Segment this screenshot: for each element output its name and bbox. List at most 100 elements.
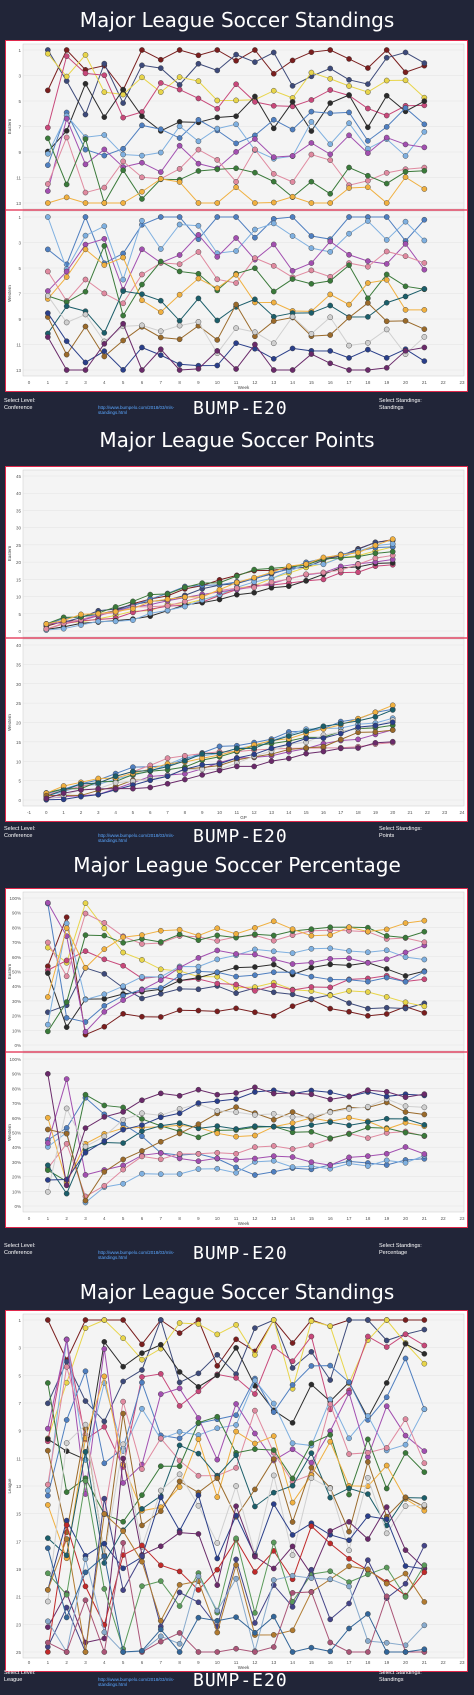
team-marker (289, 1572, 296, 1579)
x-tick-label: 7 (160, 1660, 163, 1665)
x-tick-label: 8 (178, 1216, 181, 1221)
team-marker (120, 983, 126, 989)
team-marker (421, 1599, 428, 1605)
team-marker (101, 243, 108, 249)
source-link[interactable]: http://www.bumpelo.com/2018/03/mls-stand… (98, 405, 175, 415)
team-marker (421, 939, 428, 946)
team-marker (176, 1369, 183, 1375)
y-tick-label: 20% (12, 1175, 21, 1180)
team-marker (120, 1180, 126, 1187)
team-marker (164, 755, 171, 762)
team-marker (383, 1394, 390, 1401)
select-level-value[interactable]: Conference (4, 405, 33, 411)
select-level-value[interactable]: Conference (4, 833, 33, 839)
select-standings-value[interactable]: Points (379, 833, 395, 839)
team-marker (120, 86, 126, 93)
source-link[interactable]: http://www.bumpelo.com/2018/03/mls-stand… (98, 833, 175, 843)
team-marker (176, 142, 183, 149)
team-marker (78, 611, 84, 618)
y-tick-label: 3 (18, 241, 21, 246)
team-marker (157, 1638, 164, 1645)
team-marker (252, 341, 258, 348)
team-marker (421, 1151, 428, 1157)
x-tick-label: 23 (459, 380, 465, 385)
team-marker (289, 193, 296, 200)
team-marker (157, 939, 164, 945)
select-standings-value[interactable]: Standings (379, 1677, 404, 1683)
team-marker (214, 1582, 221, 1588)
team-marker (233, 1465, 239, 1471)
team-marker (233, 1422, 239, 1428)
x-tick-label: 1 (47, 380, 50, 385)
chart-title: Major League Soccer Points (99, 428, 375, 452)
team-marker (45, 939, 51, 946)
team-marker (214, 1351, 221, 1358)
team-marker (251, 763, 257, 770)
team-marker (421, 60, 428, 66)
team-marker (346, 948, 352, 954)
select-level-value[interactable]: Conference (4, 1250, 33, 1256)
team-marker (101, 353, 108, 360)
footer: Select Level: Conference http://www.bumpe… (0, 396, 474, 422)
y-tick-label: 100% (9, 1057, 21, 1062)
team-marker (270, 1111, 277, 1117)
team-marker (139, 1097, 145, 1104)
team-marker (82, 1197, 89, 1204)
team-marker (45, 1587, 51, 1593)
team-marker (139, 367, 145, 373)
team-marker (421, 1351, 428, 1357)
team-marker (63, 303, 70, 310)
team-marker (270, 70, 277, 77)
y-tick-label: 1 (18, 48, 21, 53)
team-marker (157, 1171, 164, 1177)
team-marker (270, 1409, 277, 1415)
team-marker (308, 178, 315, 185)
team-marker (176, 1130, 183, 1137)
select-standings-value[interactable]: Percentage (379, 1250, 408, 1256)
team-marker (164, 773, 171, 780)
team-marker (346, 1106, 352, 1112)
y-tick-label: 11 (16, 343, 21, 348)
team-marker (327, 1109, 334, 1116)
y-tick-label: 35 (16, 662, 22, 667)
x-tick-label: 18 (356, 810, 362, 815)
team-marker (346, 109, 352, 116)
team-marker (101, 184, 108, 191)
source-link[interactable]: http://www.bumpelo.com/2018/03/mls-stand… (98, 1250, 175, 1260)
team-marker (120, 288, 126, 294)
select-standings-value[interactable]: Standings (379, 405, 404, 411)
team-marker (308, 1450, 315, 1456)
team-marker (139, 932, 145, 938)
team-marker (421, 1111, 428, 1118)
team-marker (308, 128, 315, 134)
team-marker (346, 1547, 352, 1554)
source-link[interactable]: http://www.bumpelo.com/2018/03/mls-stand… (98, 1677, 175, 1687)
team-marker (120, 158, 126, 165)
team-marker (176, 1442, 183, 1449)
footer: Select Level: Conference http://www.bumpe… (0, 824, 474, 850)
team-marker (372, 722, 379, 729)
team-marker (157, 1371, 164, 1377)
team-marker (195, 168, 202, 174)
team-marker (346, 1600, 352, 1607)
team-marker (327, 945, 334, 952)
team-marker (176, 1379, 183, 1386)
y-tick-label: 7 (18, 292, 21, 297)
chart-svg[interactable]: 100%90%80%70%60%50%40%30%20%10%0%Eastern… (5, 888, 468, 1228)
team-marker (270, 241, 277, 248)
team-marker (303, 750, 309, 757)
team-marker (63, 1182, 70, 1189)
team-marker (346, 1160, 352, 1167)
select-level-value[interactable]: League (4, 1677, 23, 1683)
team-marker (157, 985, 164, 991)
y-tick-label: 0 (18, 798, 21, 803)
team-marker (214, 337, 221, 343)
team-marker (63, 1649, 70, 1655)
team-marker (270, 1456, 277, 1462)
team-marker (365, 1611, 371, 1617)
chart-svg[interactable]: 454035302520151050Eastern403530252015105… (5, 466, 468, 822)
team-marker (252, 59, 258, 65)
y-tick-label: 80% (12, 925, 21, 930)
